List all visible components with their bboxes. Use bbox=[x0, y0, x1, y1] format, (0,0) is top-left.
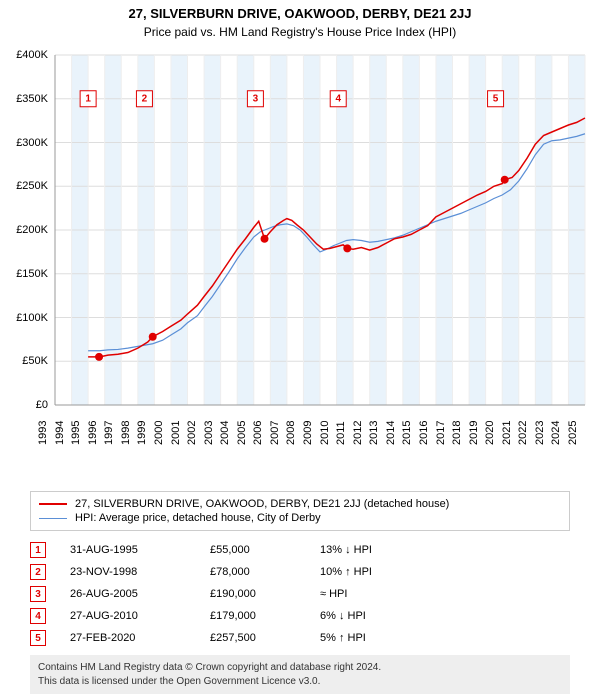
footer-line-1: Contains HM Land Registry data © Crown c… bbox=[38, 661, 562, 675]
x-tick-label: 2000 bbox=[153, 421, 165, 445]
transaction-hpi: 10% ↑ HPI bbox=[320, 566, 372, 578]
legend-item: 27, SILVERBURN DRIVE, OAKWOOD, DERBY, DE… bbox=[39, 497, 561, 511]
x-tick-label: 2006 bbox=[252, 421, 264, 445]
legend-swatch bbox=[39, 503, 67, 505]
x-tick-label: 2003 bbox=[203, 421, 215, 445]
line-chart-svg: 1 2 3 4 5 bbox=[0, 45, 600, 445]
transaction-price: £78,000 bbox=[210, 566, 320, 578]
chart-title: 27, SILVERBURN DRIVE, OAKWOOD, DERBY, DE… bbox=[0, 0, 600, 21]
x-tick-label: 2014 bbox=[385, 421, 397, 445]
transaction-row: 2 23-NOV-1998£78,00010% ↑ HPI bbox=[30, 561, 570, 583]
transaction-number-badge: 3 bbox=[30, 586, 46, 602]
x-tick-label: 1999 bbox=[136, 421, 148, 445]
x-tick-label: 1993 bbox=[37, 421, 49, 445]
y-tick-label: £50K bbox=[3, 355, 48, 367]
x-tick-label: 2013 bbox=[368, 421, 380, 445]
x-tick-label: 2016 bbox=[418, 421, 430, 445]
y-tick-label: £100K bbox=[3, 312, 48, 324]
x-tick-label: 2001 bbox=[170, 421, 182, 445]
transaction-date: 27-FEB-2020 bbox=[70, 632, 210, 644]
y-tick-label: £350K bbox=[3, 93, 48, 105]
x-tick-label: 1995 bbox=[70, 421, 82, 445]
x-tick-label: 2011 bbox=[335, 421, 347, 445]
x-tick-label: 1998 bbox=[120, 421, 132, 445]
y-tick-label: £300K bbox=[3, 137, 48, 149]
transaction-hpi: 6% ↓ HPI bbox=[320, 610, 366, 622]
x-tick-label: 2022 bbox=[517, 421, 529, 445]
x-tick-label: 2010 bbox=[319, 421, 331, 445]
y-tick-label: £150K bbox=[3, 268, 48, 280]
y-tick-label: £200K bbox=[3, 224, 48, 236]
transaction-row: 1 31-AUG-1995£55,00013% ↓ HPI bbox=[30, 539, 570, 561]
y-tick-label: £0 bbox=[3, 399, 48, 411]
x-tick-label: 2018 bbox=[451, 421, 463, 445]
x-tick-label: 2023 bbox=[534, 421, 546, 445]
transaction-date: 26-AUG-2005 bbox=[70, 588, 210, 600]
transaction-row: 3 26-AUG-2005£190,000≈ HPI bbox=[30, 583, 570, 605]
x-tick-label: 2007 bbox=[269, 421, 281, 445]
transaction-price: £190,000 bbox=[210, 588, 320, 600]
x-axis-labels: 1993199419951996199719981999200020012002… bbox=[0, 445, 600, 485]
y-tick-label: £400K bbox=[3, 49, 48, 61]
transaction-date: 27-AUG-2010 bbox=[70, 610, 210, 622]
x-tick-label: 1996 bbox=[87, 421, 99, 445]
y-tick-label: £250K bbox=[3, 180, 48, 192]
transaction-price: £55,000 bbox=[210, 544, 320, 556]
transaction-number-badge: 4 bbox=[30, 608, 46, 624]
chart-area: £0 £50K £100K £150K £200K £250K £300K £350K £400… bbox=[0, 45, 600, 445]
transaction-number-badge: 2 bbox=[30, 564, 46, 580]
x-tick-label: 2021 bbox=[501, 421, 513, 445]
x-tick-label: 2024 bbox=[550, 421, 562, 445]
transaction-row: 4 27-AUG-2010£179,0006% ↓ HPI bbox=[30, 605, 570, 627]
svg-text:5: 5 bbox=[493, 93, 499, 104]
x-tick-label: 2004 bbox=[219, 421, 231, 445]
x-tick-label: 1994 bbox=[54, 421, 66, 445]
legend-label: 27, SILVERBURN DRIVE, OAKWOOD, DERBY, DE… bbox=[75, 498, 449, 510]
legend: 27, SILVERBURN DRIVE, OAKWOOD, DERBY, DE… bbox=[30, 491, 570, 531]
x-tick-label: 2012 bbox=[352, 421, 364, 445]
transaction-date: 31-AUG-1995 bbox=[70, 544, 210, 556]
x-tick-label: 2019 bbox=[468, 421, 480, 445]
transaction-row: 5 27-FEB-2020£257,5005% ↑ HPI bbox=[30, 627, 570, 649]
svg-text:1: 1 bbox=[85, 93, 91, 104]
svg-text:3: 3 bbox=[253, 93, 259, 104]
svg-text:2: 2 bbox=[142, 93, 148, 104]
transaction-number-badge: 5 bbox=[30, 630, 46, 646]
svg-text:4: 4 bbox=[335, 93, 341, 104]
transaction-price: £179,000 bbox=[210, 610, 320, 622]
transaction-hpi: ≈ HPI bbox=[320, 588, 347, 600]
x-tick-label: 2020 bbox=[484, 421, 496, 445]
legend-item: HPI: Average price, detached house, City… bbox=[39, 511, 561, 525]
x-tick-label: 1997 bbox=[103, 421, 115, 445]
x-tick-label: 2002 bbox=[186, 421, 198, 445]
footer-note: Contains HM Land Registry data © Crown c… bbox=[30, 655, 570, 694]
legend-swatch bbox=[39, 518, 67, 519]
x-tick-label: 2009 bbox=[302, 421, 314, 445]
x-tick-label: 2008 bbox=[285, 421, 297, 445]
transactions-table: 1 31-AUG-1995£55,00013% ↓ HPI 2 23-NOV-1998… bbox=[30, 539, 570, 649]
transaction-price: £257,500 bbox=[210, 632, 320, 644]
x-tick-label: 2025 bbox=[567, 421, 579, 445]
footer-line-2: This data is licensed under the Open Gov… bbox=[38, 675, 562, 689]
x-tick-label: 2017 bbox=[435, 421, 447, 445]
transaction-hpi: 13% ↓ HPI bbox=[320, 544, 372, 556]
chart-subtitle: Price paid vs. HM Land Registry's House … bbox=[0, 21, 600, 45]
transaction-hpi: 5% ↑ HPI bbox=[320, 632, 366, 644]
legend-label: HPI: Average price, detached house, City… bbox=[75, 512, 321, 524]
chart-container: 27, SILVERBURN DRIVE, OAKWOOD, DERBY, DE… bbox=[0, 0, 600, 650]
x-tick-label: 2015 bbox=[401, 421, 413, 445]
transaction-number-badge: 1 bbox=[30, 542, 46, 558]
x-tick-label: 2005 bbox=[236, 421, 248, 445]
transaction-date: 23-NOV-1998 bbox=[70, 566, 210, 578]
